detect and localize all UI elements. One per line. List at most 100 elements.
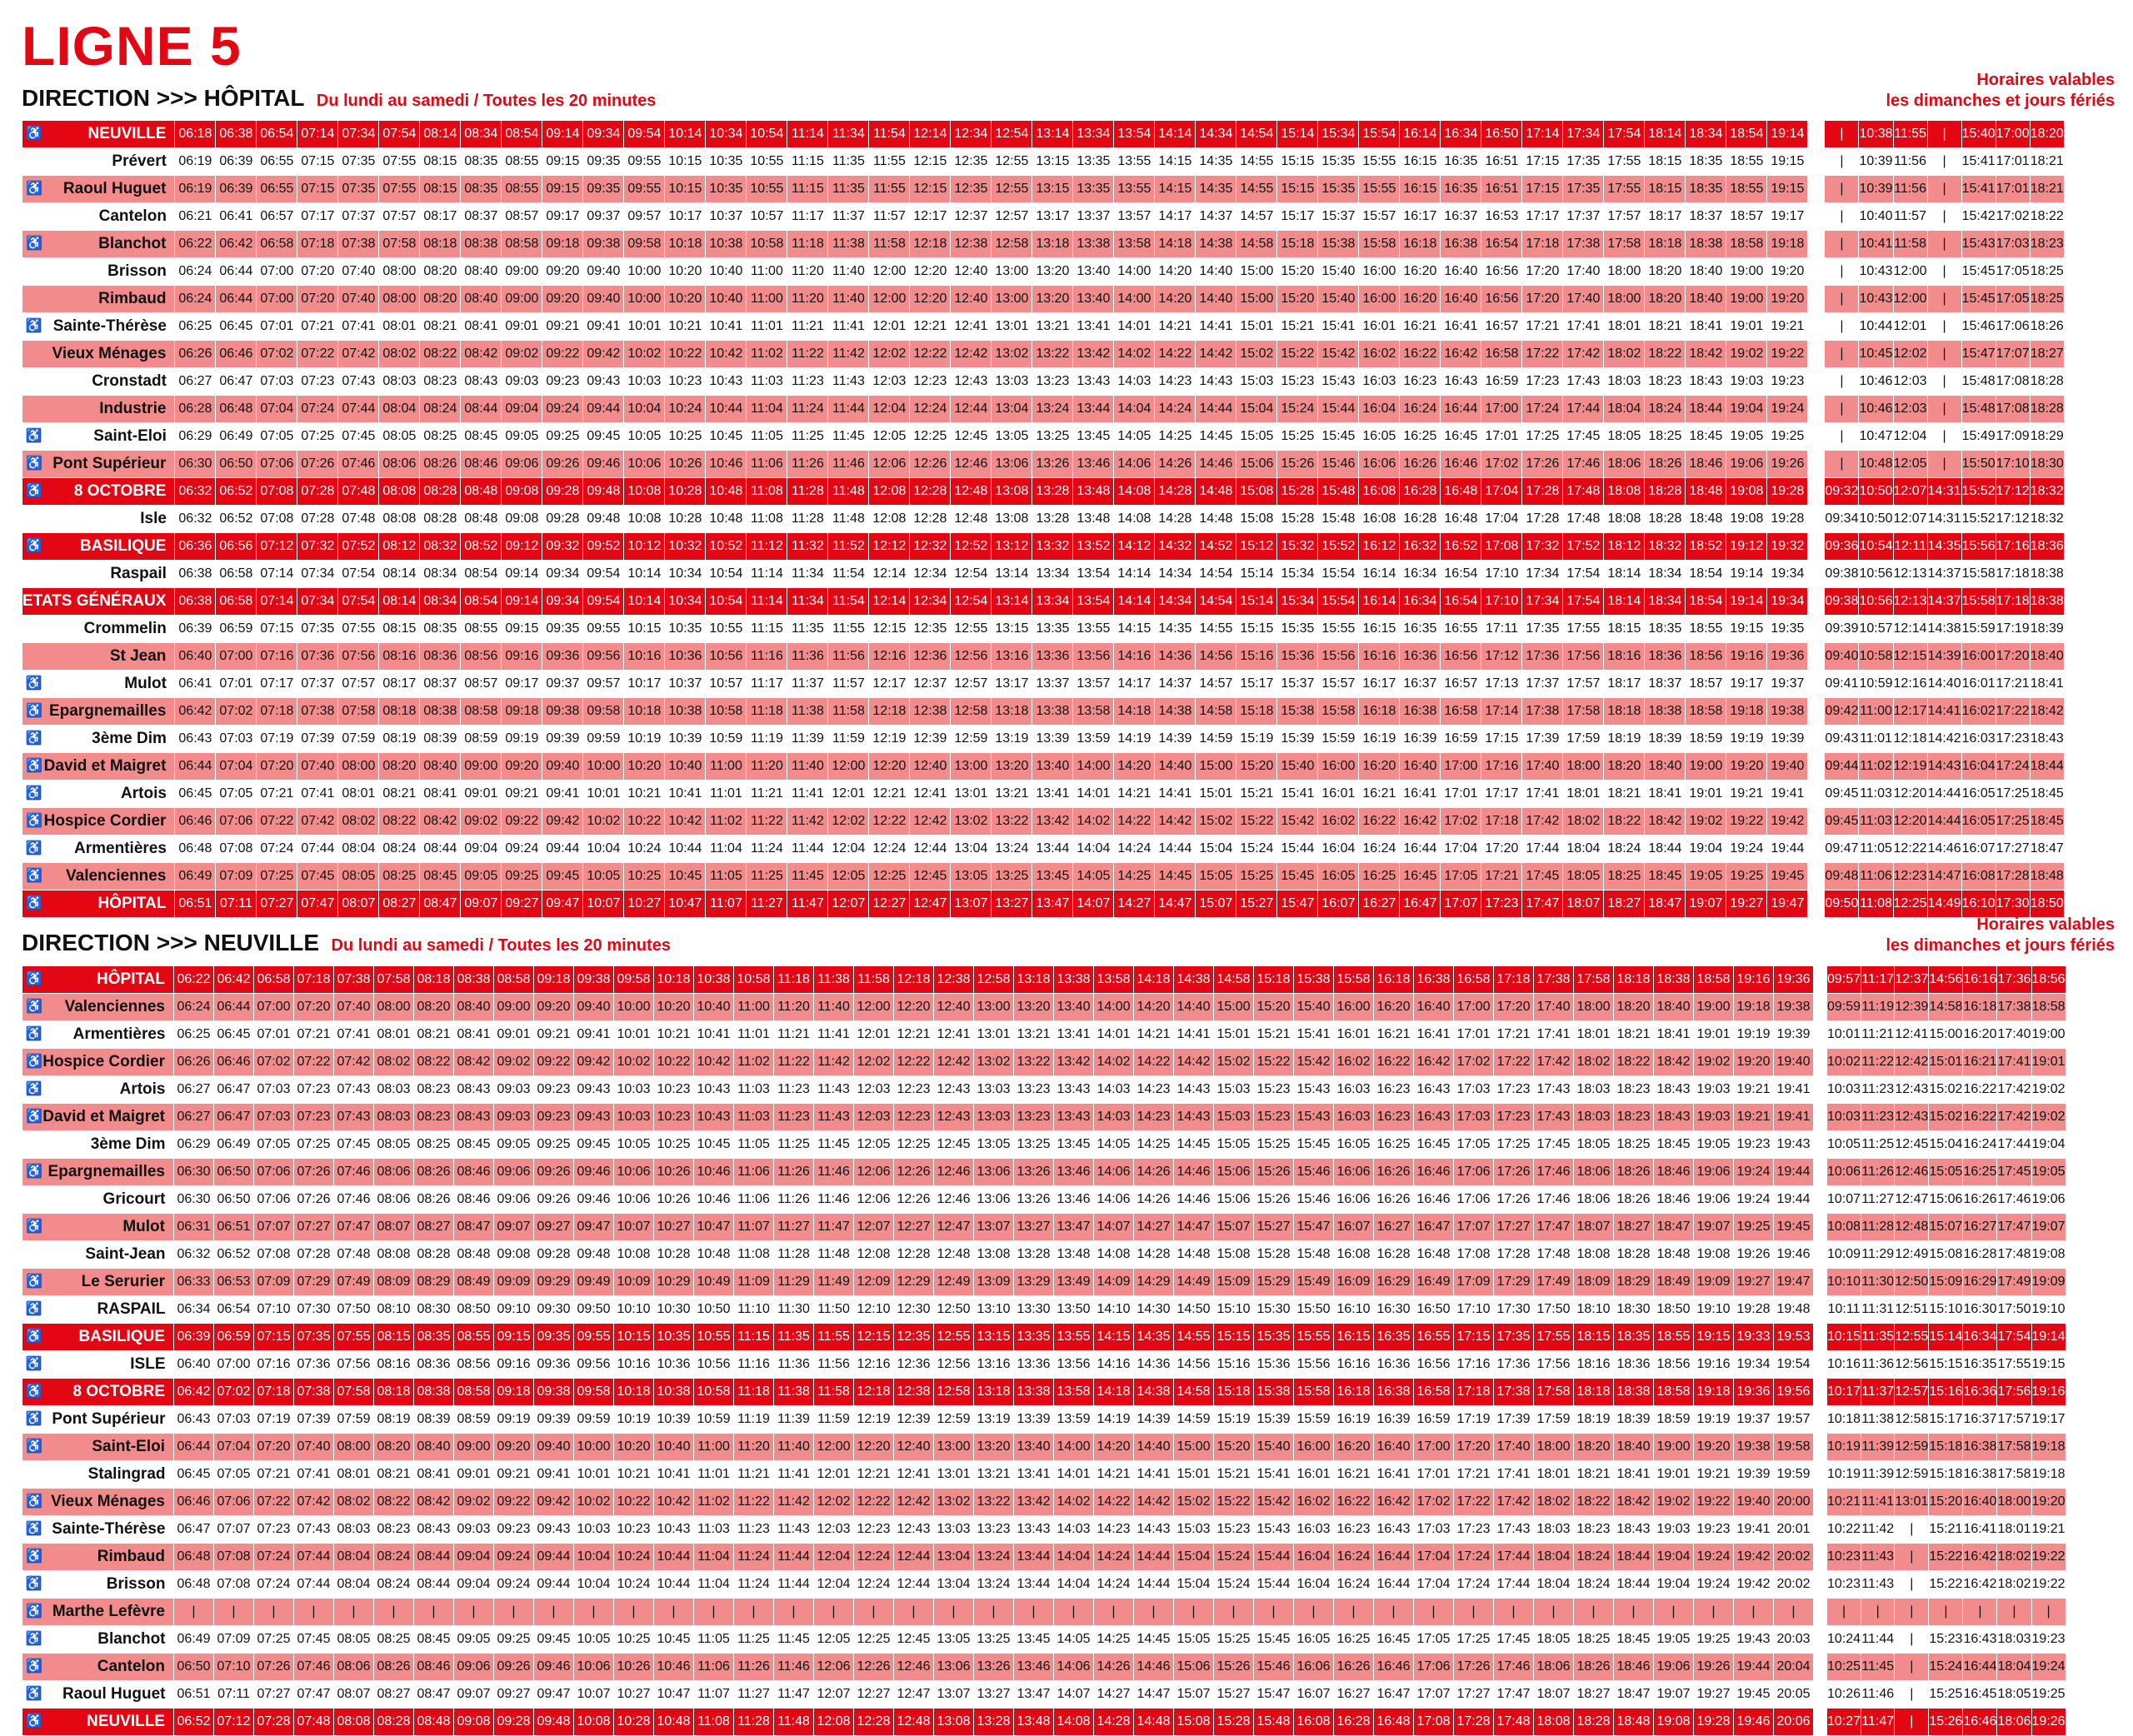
weekday-time: 16:28 (1373, 1240, 1414, 1269)
weekday-time: 17:58 (1533, 1378, 1574, 1406)
weekday-time: 10:47 (653, 1680, 694, 1709)
weekday-time: 11:44 (773, 1570, 814, 1599)
sunday-time: | (1894, 1543, 1930, 1571)
column-gap (1813, 1075, 1827, 1104)
weekday-time: 14:57 (1236, 202, 1277, 231)
weekday-time: 16:07 (1333, 1213, 1374, 1241)
weekday-time: 09:01 (460, 780, 502, 808)
weekday-time: 08:20 (419, 257, 461, 286)
sunday-time: 09:57 (1826, 965, 1862, 994)
weekday-time: 12:19 (853, 1405, 894, 1434)
column-gap (1807, 532, 1825, 561)
weekday-time: 15:18 (1236, 697, 1278, 726)
stop-name: ♿ Artois (22, 780, 175, 808)
weekday-time: 12:06 (853, 1158, 894, 1186)
weekday-time: 17:00 (1413, 1433, 1454, 1461)
weekday-time: 16:49 (1413, 1268, 1454, 1296)
weekday-time: 11:27 (773, 1213, 814, 1241)
weekday-time: 15:00 (1236, 257, 1277, 286)
sunday-time: 10:44 (1858, 312, 1894, 341)
sunday-time: 19:25 (2031, 1680, 2066, 1709)
weekday-time: 12:26 (893, 1185, 934, 1214)
weekday-time: 07:41 (297, 780, 338, 808)
weekday-time: 11:12 (746, 532, 788, 561)
weekday-time: 18:42 (1644, 807, 1686, 836)
weekday-time: 06:18 (174, 120, 217, 148)
weekday-time: 16:46 (1413, 1185, 1454, 1214)
column-gap (1807, 257, 1825, 286)
weekday-time: 10:36 (653, 1350, 694, 1379)
sunday-time: | (1926, 285, 1962, 313)
sunday-time: 17:40 (1996, 1020, 2032, 1049)
weekday-time: 08:22 (378, 807, 421, 836)
sunday-time: 15:22 (1928, 1543, 1964, 1571)
weekday-time: 15:52 (1317, 532, 1360, 561)
sunday-time: 10:26 (1826, 1680, 1861, 1709)
weekday-time: 15:36 (1276, 642, 1319, 671)
timetable-row: Raspail 06:38 06:58 07:14 07:34 07:54 08:14 08:… (22, 560, 2065, 588)
weekday-time: 07:40 (297, 752, 339, 781)
weekday-time: 13:21 (1032, 312, 1073, 341)
weekday-time: 12:48 (893, 1708, 934, 1736)
weekday-time: 15:29 (1253, 1268, 1294, 1296)
sunday-validity-note: Horaires valables les dimanches et jours… (1886, 915, 2115, 956)
sunday-time: 11:47 (1861, 1708, 1896, 1736)
weekday-time: 10:19 (623, 725, 665, 753)
weekday-time: 11:41 (773, 1460, 814, 1489)
weekday-time: 10:41 (705, 312, 747, 341)
weekday-time: 14:15 (1093, 1323, 1134, 1351)
weekday-time: 09:24 (501, 835, 542, 863)
weekday-time: 16:35 (1440, 147, 1481, 176)
stop-label: Brisson (107, 262, 167, 280)
weekday-time: 13:27 (1013, 1213, 1054, 1241)
weekday-time: 18:02 (1562, 807, 1605, 836)
weekday-time: 16:55 (1413, 1323, 1454, 1351)
sunday-time: 10:25 (1826, 1653, 1862, 1681)
weekday-time: 07:36 (297, 642, 339, 671)
weekday-time: 11:14 (787, 120, 829, 148)
timetable-row: Brisson 06:24 06:44 07:00 07:20 07:40 08:00 08:… (22, 257, 2065, 286)
stop-name: ♿ Artois (22, 1075, 174, 1104)
column-gap (1813, 1213, 1827, 1241)
weekday-time: 16:08 (1293, 1708, 1334, 1736)
weekday-time: 13:59 (1072, 725, 1114, 753)
weekday-time: 12:18 (868, 697, 911, 726)
weekday-time: 17:25 (1493, 1130, 1534, 1159)
weekday-time: 13:44 (1013, 1570, 1054, 1599)
sunday-time: 15:43 (1961, 230, 1996, 258)
weekday-time: 06:55 (256, 147, 297, 176)
sunday-time: 15:26 (1928, 1708, 1964, 1736)
weekday-time: 17:20 (1521, 285, 1564, 313)
weekday-time: 14:20 (1093, 1433, 1134, 1461)
weekday-time: 10:00 (582, 752, 625, 781)
weekday-time: 19:34 (1766, 560, 1808, 588)
weekday-time: 08:55 (501, 175, 543, 203)
weekday-time: 09:59 (573, 1405, 614, 1434)
weekday-time: 08:40 (453, 993, 494, 1021)
stop-label: 3ème Dim (92, 730, 167, 747)
sunday-time: 10:39 (1858, 175, 1894, 203)
weekday-time: 09:48 (573, 1240, 614, 1269)
stop-name: ♿ Armentières (22, 835, 175, 863)
weekday-time: 17:43 (1493, 1515, 1534, 1544)
weekday-time: 12:47 (893, 1680, 934, 1709)
weekday-time: 08:44 (419, 835, 461, 863)
sunday-time: 16:34 (1962, 1323, 1998, 1351)
sunday-time: 11:17 (1861, 965, 1896, 994)
weekday-time: 19:42 (1733, 1543, 1774, 1571)
stop-label: Hospice Cordier (43, 812, 167, 830)
weekday-time: 08:08 (378, 505, 420, 533)
weekday-time: 07:05 (215, 780, 257, 808)
weekday-time: 15:08 (1236, 477, 1278, 506)
weekday-time: 08:46 (453, 1158, 494, 1186)
sunday-time: 15:22 (1928, 1570, 1963, 1599)
weekday-time: 15:54 (1358, 120, 1401, 148)
weekday-time: 08:41 (419, 780, 461, 808)
timetable-row: ♿ Marthe Lefèvre | | | | | | | | | | | | | | | | | | | | | | | | |… (22, 1598, 2066, 1626)
weekday-time: 07:46 (337, 450, 380, 478)
weekday-time: 13:40 (1032, 752, 1074, 781)
weekday-time: 18:42 (1685, 340, 1727, 368)
direction-label: DIRECTION >>> HÔPITAL (22, 85, 305, 111)
weekday-time: 09:57 (623, 202, 665, 231)
weekday-time: 15:20 (1213, 1433, 1254, 1461)
